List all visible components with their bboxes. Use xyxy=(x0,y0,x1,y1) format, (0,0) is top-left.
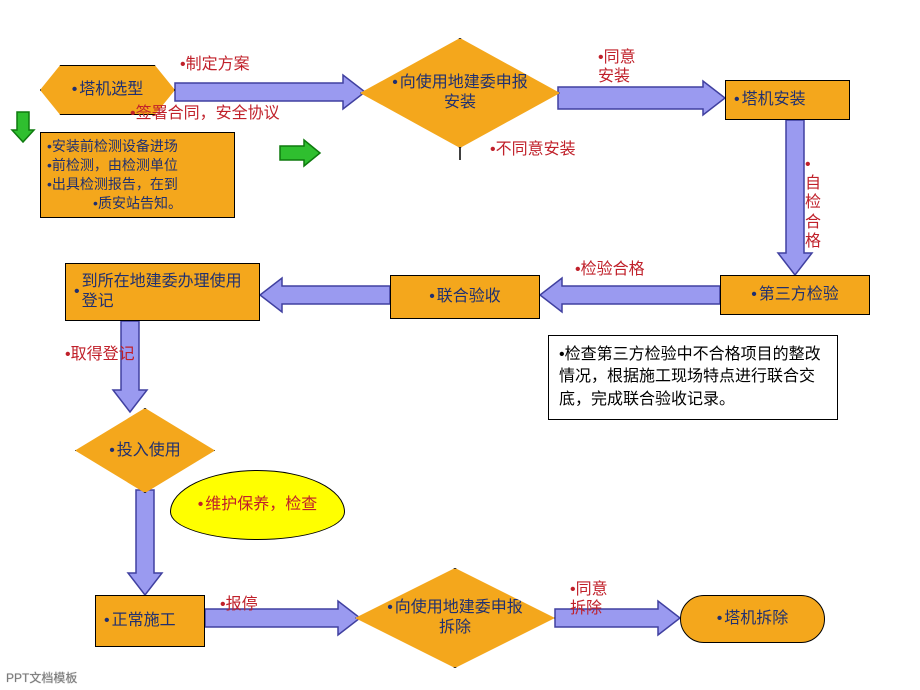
footer-watermark: PPT文档模板 xyxy=(6,669,77,686)
label-agree-install: •同意安装 xyxy=(598,48,638,86)
label-stop: •报停 xyxy=(220,595,258,614)
node-union-accept: •联合验收 xyxy=(390,275,540,319)
label-sign-contract: •签署合同，安全协议 xyxy=(130,104,280,123)
note-union-accept: •检查第三方检验中不合格项目的整改情况，根据施工现场特点进行联合交底，完成联合验… xyxy=(548,335,838,420)
flowchart-canvas: •塔机选型 •向使用地建委申报安装 •塔机安装 •第三方检验 •联合验收 •到所… xyxy=(0,0,920,690)
node-demo-apply: •向使用地建委申报拆除 xyxy=(355,568,555,668)
node-demolish: •塔机拆除 xyxy=(680,595,825,643)
node-pre-inspection-list: •安装前检测设备进场 •前检测，由检测单位 •出具检测报告，在到 •质安站告知。 xyxy=(40,132,235,218)
label-disagree-install: •不同意安装 xyxy=(490,140,576,159)
label-agree-demo: •同意拆除 xyxy=(570,580,610,618)
node-plan-apply: •向使用地建委申报安装 xyxy=(360,38,560,148)
node-normal-construct: •正常施工 xyxy=(95,595,205,647)
node-use: •投入使用 xyxy=(75,408,215,493)
node-third-inspection: •第三方检验 xyxy=(720,275,870,315)
label-self-check-ok: •自检合格 xyxy=(805,155,825,251)
label-get-reg: •取得登记 xyxy=(65,345,135,364)
label-inspect-ok: •检验合格 xyxy=(575,260,645,279)
label-make-plan: •制定方案 xyxy=(180,55,250,74)
node-register: •到所在地建委办理使用登记 xyxy=(65,263,260,321)
node-maintenance: •维护保养，检查 xyxy=(170,470,345,540)
node-install: •塔机安装 xyxy=(725,80,850,120)
